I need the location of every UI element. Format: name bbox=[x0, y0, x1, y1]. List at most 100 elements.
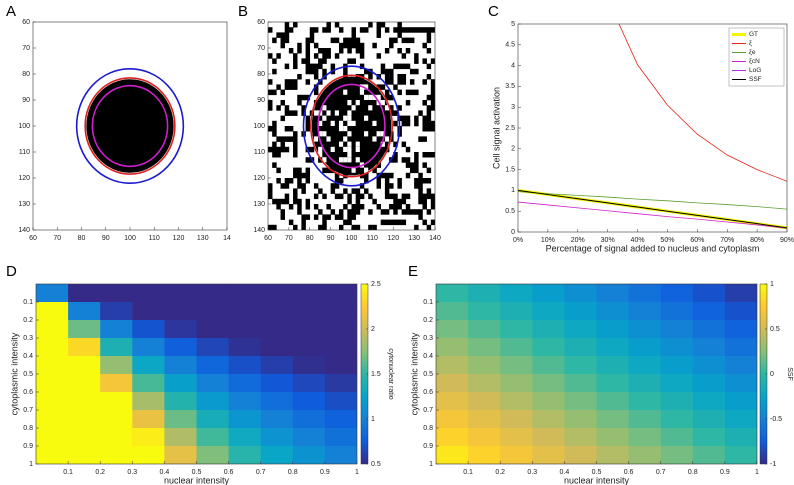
noise-pixel bbox=[368, 22, 373, 28]
noise-pixel bbox=[422, 193, 427, 200]
noise-pixel bbox=[405, 63, 411, 70]
heatmap-cell bbox=[132, 392, 165, 411]
noise-pixel bbox=[384, 94, 390, 101]
heatmap-cell bbox=[500, 302, 533, 321]
noise-pixel bbox=[380, 84, 386, 90]
y-tick-label: 110 bbox=[19, 149, 30, 156]
noise-pixel bbox=[355, 100, 360, 106]
noise-pixel bbox=[338, 157, 344, 163]
noise-pixel bbox=[376, 27, 382, 33]
heatmap-cell bbox=[260, 356, 294, 375]
noise-pixel bbox=[355, 37, 361, 44]
noise-pixel bbox=[280, 214, 285, 220]
heatmap-cell bbox=[228, 356, 262, 375]
noise-pixel bbox=[401, 115, 407, 122]
noise-pixel bbox=[397, 74, 402, 80]
y-tick-label: 0.2 bbox=[423, 317, 433, 324]
heatmap-cell bbox=[468, 446, 501, 464]
noise-pixel bbox=[338, 224, 344, 230]
heatmap-cell bbox=[500, 446, 533, 464]
noise-pixel bbox=[338, 27, 344, 33]
circle bbox=[75, 68, 185, 185]
y-tick-label: 1.5 bbox=[505, 166, 515, 173]
noise-pixel bbox=[334, 214, 340, 220]
noise-pixel bbox=[430, 152, 435, 158]
noise-pixel bbox=[368, 94, 373, 100]
heatmap-cell bbox=[68, 392, 101, 411]
noise-pixel bbox=[309, 146, 315, 153]
noise-pixel bbox=[284, 110, 290, 116]
noise-pixel bbox=[280, 42, 285, 49]
heatmap-cell bbox=[196, 410, 230, 429]
noise-pixel bbox=[288, 79, 294, 85]
noise-pixel bbox=[355, 141, 360, 147]
noise-pixel bbox=[318, 209, 323, 215]
noise-pixel bbox=[338, 178, 344, 184]
noise-pixel bbox=[397, 63, 402, 70]
noise-pixel bbox=[430, 219, 435, 226]
y-tick-label: 4.5 bbox=[505, 42, 515, 49]
series-line bbox=[518, 201, 787, 229]
heatmap-cell bbox=[564, 302, 597, 321]
x-tick-label: 0.3 bbox=[527, 469, 537, 476]
x-tick-label: 50% bbox=[660, 237, 674, 244]
heatmap-cell bbox=[724, 320, 757, 339]
heatmap-cell bbox=[564, 356, 597, 375]
noise-pixel bbox=[430, 89, 435, 96]
noise-pixel bbox=[330, 183, 336, 189]
noise-pixel bbox=[284, 63, 290, 70]
noise-pixel bbox=[297, 42, 302, 49]
heatmap-cell bbox=[500, 410, 533, 429]
noise-pixel bbox=[405, 172, 411, 179]
noise-pixel bbox=[272, 37, 277, 44]
noise-pixel bbox=[326, 48, 331, 54]
noise-pixel bbox=[343, 204, 348, 210]
x-tick-label: 0.6 bbox=[224, 469, 234, 476]
heatmap-cell bbox=[36, 302, 69, 321]
noise-pixel bbox=[376, 94, 381, 100]
noise-pixel bbox=[393, 198, 398, 205]
noise-pixel bbox=[351, 58, 356, 64]
noise-pixel bbox=[393, 141, 398, 148]
noise-pixel bbox=[322, 48, 327, 54]
heatmap-cell bbox=[436, 320, 469, 339]
noise-pixel bbox=[351, 27, 356, 33]
heatmap-cell bbox=[724, 338, 757, 357]
heatmap-cell bbox=[100, 356, 133, 375]
y-tick-label: 0.7 bbox=[423, 407, 433, 414]
noise-pixel bbox=[305, 167, 311, 174]
heatmap-cell bbox=[468, 302, 501, 321]
noise-pixel bbox=[414, 157, 419, 163]
heatmap-cell bbox=[260, 320, 294, 339]
noise-pixel bbox=[322, 167, 327, 174]
x-tick-label: 60% bbox=[690, 237, 704, 244]
noise-pixel bbox=[293, 58, 298, 64]
noise-pixel bbox=[305, 115, 311, 122]
heatmap-cell bbox=[164, 284, 197, 303]
y-tick-label: 0.9 bbox=[23, 443, 33, 450]
noise-pixel bbox=[326, 110, 331, 116]
noise-pixel bbox=[309, 63, 315, 70]
noise-pixel bbox=[351, 120, 356, 126]
circle bbox=[309, 74, 394, 178]
noise-pixel bbox=[280, 32, 285, 38]
noise-pixel bbox=[364, 27, 369, 33]
heatmap-cell bbox=[132, 428, 165, 447]
noise-pixel bbox=[313, 68, 319, 75]
x-tick-label: 14 bbox=[223, 235, 231, 242]
noise-pixel bbox=[309, 68, 315, 75]
noise-pixel bbox=[293, 224, 298, 230]
legend-box bbox=[728, 27, 785, 87]
y-tick-label: 3 bbox=[511, 104, 515, 111]
heatmap-cell bbox=[164, 320, 197, 339]
noise-pixel bbox=[330, 209, 336, 215]
heatmap-cell bbox=[196, 446, 230, 464]
heatmap-cell bbox=[596, 428, 630, 447]
noise-pixel bbox=[405, 37, 411, 44]
noise-pixel bbox=[301, 105, 306, 111]
noise-pixel bbox=[422, 162, 427, 168]
heatmap-cell bbox=[132, 446, 165, 464]
noise-pixel bbox=[347, 100, 352, 106]
x-tick-label: 100 bbox=[124, 235, 136, 242]
